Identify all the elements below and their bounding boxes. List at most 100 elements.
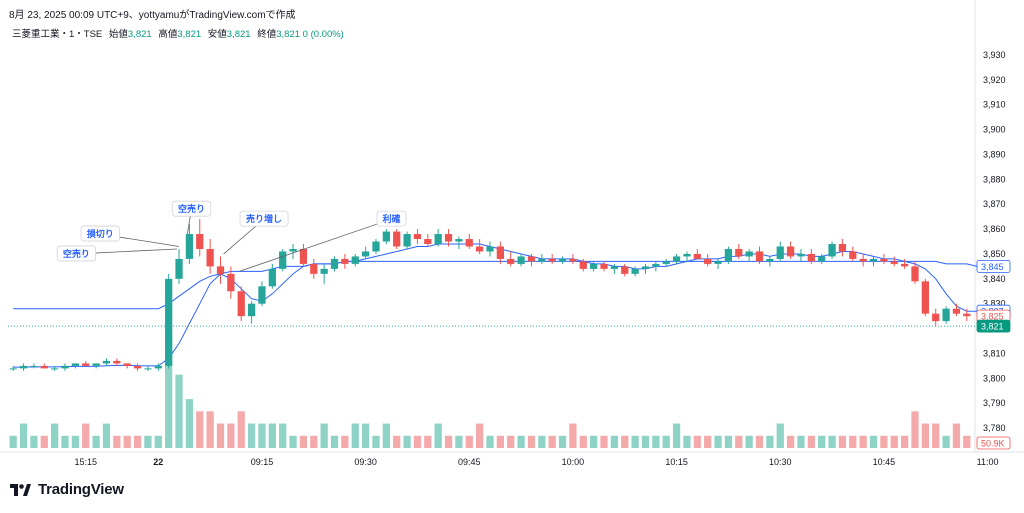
volume-bar <box>600 435 608 448</box>
candle-body <box>455 239 463 242</box>
volume-bar <box>444 435 453 448</box>
volume-bar <box>320 423 328 448</box>
candle-body <box>382 231 390 242</box>
candle-body <box>40 365 48 369</box>
volume-bar <box>517 435 525 448</box>
volume-bar <box>590 435 598 448</box>
volume-bar <box>372 435 380 448</box>
price-tick-label: 3,840 <box>983 274 1006 284</box>
candle-body <box>320 268 328 274</box>
price-tick-label: 3,810 <box>983 348 1006 358</box>
candle-body <box>165 278 173 366</box>
price-tag <box>976 259 1011 273</box>
open-value: 3,821 <box>127 29 152 40</box>
candle-body <box>693 253 701 259</box>
candle-body <box>569 258 577 262</box>
price-tick-label: 3,910 <box>983 100 1006 110</box>
candle-body <box>351 256 359 264</box>
volume-bar <box>558 435 567 448</box>
candle-body <box>185 234 194 259</box>
volume-bar <box>766 435 774 448</box>
annotation-connector <box>239 218 392 272</box>
candle-body <box>590 263 598 269</box>
candle-body <box>517 256 525 264</box>
volume-bar <box>165 338 173 448</box>
price-tick-label: 3,870 <box>983 199 1006 209</box>
candle-body <box>932 313 940 322</box>
candle-body <box>818 256 826 262</box>
volume-bar <box>341 435 349 448</box>
candle-body <box>123 363 131 366</box>
candle-body <box>849 251 857 259</box>
candle-body <box>662 261 670 264</box>
open-label: 始値 <box>108 29 128 40</box>
candle-body <box>424 239 432 244</box>
volume-bar <box>185 399 194 448</box>
annotation-label[interactable]: 売り増し <box>246 213 282 224</box>
annotation-label[interactable]: 利確 <box>382 213 401 224</box>
symbol-legend: 三菱重工業・1・TSE 始値3,821 高値3,821 安値3,821 終値3,… <box>12 26 344 40</box>
annotation-box[interactable] <box>56 245 97 262</box>
volume-bar <box>465 435 473 448</box>
candle-body <box>900 263 909 267</box>
volume-bar <box>735 435 743 448</box>
volume-bar <box>610 435 619 448</box>
volume-bar <box>40 435 48 448</box>
price-tick-label: 3,830 <box>983 299 1006 309</box>
high-label: 高値 <box>158 29 178 40</box>
annotation-box[interactable] <box>80 225 120 242</box>
volume-bar <box>724 435 733 448</box>
volume-bar <box>714 435 722 448</box>
volume-bar <box>403 435 411 448</box>
volume-bar <box>838 435 847 448</box>
volume-bar <box>310 435 318 448</box>
brand-name: TradingView <box>38 481 124 498</box>
candle-body <box>683 253 691 257</box>
volume-bar <box>154 435 162 448</box>
candle-body <box>548 258 556 262</box>
volume-bar <box>102 423 111 448</box>
annotation-box[interactable] <box>171 200 212 217</box>
volume-bar <box>227 423 235 448</box>
annotation-box[interactable] <box>376 210 407 227</box>
volume-bar <box>237 411 245 448</box>
candle-body <box>113 360 121 364</box>
volume-bar <box>299 435 308 448</box>
annotation-box[interactable] <box>239 210 289 227</box>
volume-bar <box>434 423 442 448</box>
volume-bar <box>932 423 940 448</box>
candle-body <box>444 234 453 242</box>
volume-bar <box>393 435 401 448</box>
volume-bar <box>786 435 795 448</box>
candle-body <box>19 365 28 369</box>
annotation-label[interactable]: 損切り <box>87 228 114 239</box>
candle-body <box>247 303 256 317</box>
tradingview-logo-icon <box>10 483 31 496</box>
close-value: 3,821 <box>276 29 301 40</box>
annotation-label[interactable]: 空売り <box>63 248 90 259</box>
volume-bar <box>704 435 712 448</box>
volume-bar <box>113 435 121 448</box>
volume-bar <box>569 423 577 448</box>
time-tick-label: 11:00 <box>977 457 999 467</box>
volume-bar <box>382 423 390 448</box>
candle-body <box>538 258 546 262</box>
close-label: 終値 <box>257 29 277 40</box>
volume-bar <box>30 435 38 448</box>
volume-bar <box>123 435 131 448</box>
candle-body <box>268 268 276 287</box>
candle-body <box>807 253 815 262</box>
price-tick-label: 3,880 <box>983 174 1006 184</box>
candle-body <box>206 248 214 267</box>
candle-body <box>838 244 847 252</box>
volume-bar <box>641 435 650 448</box>
volume-bar <box>911 411 919 448</box>
time-tick-label: 09:15 <box>251 457 274 467</box>
volume-bar <box>849 435 857 448</box>
volume-tag-label: 50.9K <box>981 439 1005 449</box>
annotation-label[interactable]: 空売り <box>178 203 205 214</box>
candle-body <box>610 266 619 269</box>
volume-bar <box>621 435 629 448</box>
volume-bar <box>71 435 80 448</box>
